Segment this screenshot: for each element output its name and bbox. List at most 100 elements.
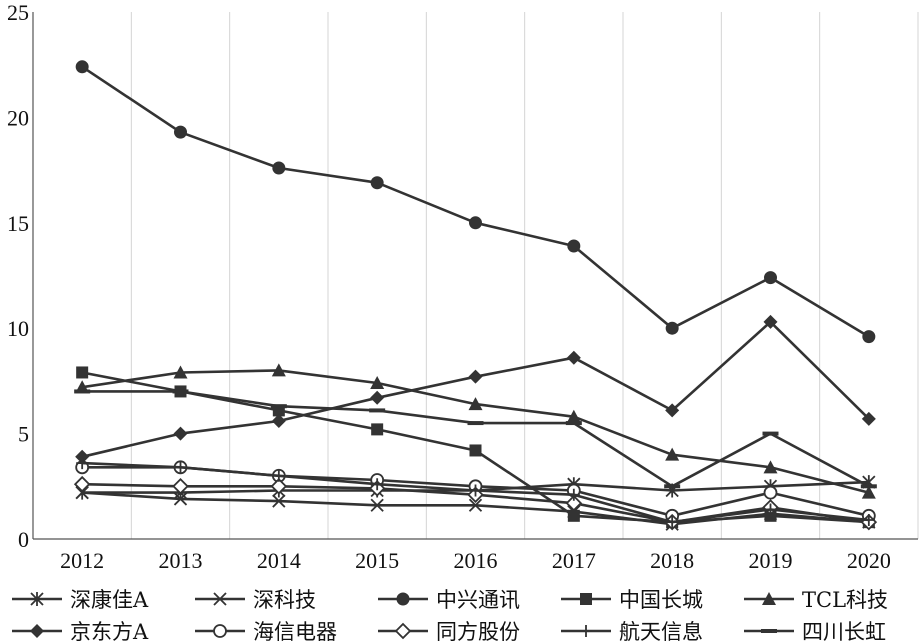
data-point <box>567 488 580 501</box>
data-point <box>271 413 286 428</box>
legend-marker <box>580 593 592 605</box>
data-point <box>73 475 91 493</box>
data-point <box>468 498 483 512</box>
legend-marker <box>213 592 227 606</box>
x-tick-label: 2017 <box>552 548 596 573</box>
data-point <box>75 449 90 464</box>
data-point <box>270 478 288 495</box>
legend-marker <box>580 625 592 637</box>
x-tick-label: 2019 <box>749 548 793 573</box>
series-line <box>81 320 870 459</box>
x-tick-label: 2015 <box>355 548 399 573</box>
legend-item: TCL科技 <box>744 588 888 612</box>
x-tick-label: 2020 <box>847 548 891 573</box>
legend-label: 海信电器 <box>253 620 337 644</box>
y-tick-label: 5 <box>18 422 29 447</box>
data-point <box>272 469 285 482</box>
legend-marker <box>761 629 777 633</box>
data-point <box>173 492 188 506</box>
data-point <box>764 503 777 516</box>
data-point <box>370 176 384 190</box>
data-point <box>862 514 875 527</box>
series-group <box>73 60 878 531</box>
legend-marker <box>394 622 412 640</box>
series-4 <box>76 366 875 529</box>
legend-label: 京东方A <box>70 620 149 644</box>
data-point <box>272 161 286 175</box>
legend-item: 深康佳A <box>12 588 149 612</box>
data-point <box>173 426 188 441</box>
data-point <box>468 369 483 384</box>
legend-item: 中国长城 <box>561 588 703 612</box>
data-point <box>565 494 583 512</box>
data-point <box>76 366 89 379</box>
data-point <box>566 409 581 423</box>
data-point <box>370 390 385 405</box>
series-line <box>81 65 870 338</box>
y-tick-label: 0 <box>18 527 29 552</box>
legend-label: TCL科技 <box>802 588 888 612</box>
legend-label: 深康佳A <box>70 588 149 612</box>
data-point <box>369 408 386 413</box>
legend-marker <box>396 592 410 606</box>
data-point <box>172 478 189 495</box>
legend-label: 航天信息 <box>619 620 703 644</box>
data-point <box>567 239 581 253</box>
legend-label: 深科技 <box>253 588 316 612</box>
legend-label: 四川长虹 <box>802 620 886 644</box>
legend-marker <box>762 592 776 605</box>
legend-item: 海信电器 <box>195 620 337 644</box>
data-point <box>763 314 778 329</box>
legend-marker <box>30 592 44 606</box>
legend-item: 四川长虹 <box>744 620 886 644</box>
data-point <box>666 516 679 529</box>
data-point <box>174 461 187 474</box>
data-point <box>75 485 89 500</box>
data-point <box>764 271 777 285</box>
y-tick-label: 15 <box>7 211 29 236</box>
series-6 <box>75 314 876 464</box>
y-tick-label: 10 <box>7 316 29 341</box>
data-point <box>270 404 287 409</box>
legend-item: 中兴通讯 <box>378 588 520 612</box>
y-axis-ticks: 0 5 10 15 20 25 <box>7 0 29 552</box>
legend-item: 航天信息 <box>561 620 703 644</box>
x-axis-ticks: 2012 2013 2014 2015 2016 2017 2018 2019 2020 <box>60 548 891 573</box>
x-tick-label: 2013 <box>159 548 203 573</box>
data-point <box>764 509 777 522</box>
series-10 <box>74 389 877 489</box>
data-point <box>370 498 384 512</box>
series-9 <box>76 457 875 529</box>
data-point <box>75 60 89 74</box>
data-point <box>174 125 187 139</box>
data-point <box>76 457 89 470</box>
data-point <box>567 509 580 522</box>
legend-marker <box>213 624 227 638</box>
grid-lines <box>32 12 919 539</box>
data-point <box>763 460 778 474</box>
data-point <box>762 431 779 436</box>
data-point <box>665 321 679 335</box>
data-point <box>172 389 189 394</box>
legend-item: 深科技 <box>195 588 316 612</box>
data-point <box>469 216 482 230</box>
x-tick-label: 2018 <box>650 548 694 573</box>
data-point <box>664 484 681 489</box>
legend-label: 同方股份 <box>436 620 520 644</box>
data-point <box>271 363 286 377</box>
data-point <box>861 411 876 426</box>
data-point <box>371 423 384 436</box>
data-point <box>469 444 482 457</box>
x-tick-label: 2012 <box>60 548 104 573</box>
data-point <box>860 484 877 489</box>
axes <box>32 12 918 540</box>
data-point <box>467 421 484 426</box>
data-point <box>763 485 778 500</box>
y-tick-label: 25 <box>7 0 29 25</box>
legend-item: 同方股份 <box>378 620 520 644</box>
data-point <box>74 389 91 394</box>
data-point <box>665 403 680 418</box>
x-tick-label: 2016 <box>454 548 498 573</box>
